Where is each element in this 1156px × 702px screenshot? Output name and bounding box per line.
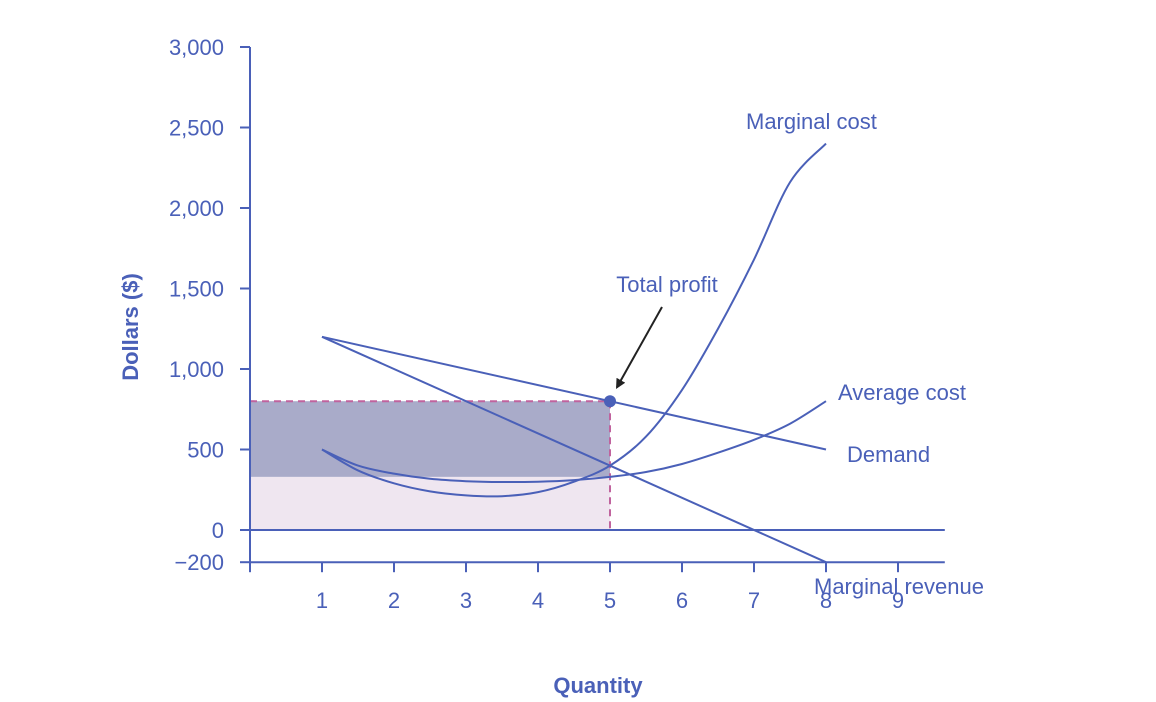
x-tick-label: 9	[892, 588, 904, 613]
x-axis-title: Quantity	[553, 673, 643, 698]
demand-label: Demand	[847, 442, 930, 467]
labels-layer: Quantity Dollars ($) Demand Marginal rev…	[118, 109, 984, 698]
marginal-cost-label: Marginal cost	[746, 109, 877, 134]
y-tick-label: 1,000	[169, 357, 224, 382]
average-cost-curve	[321, 400, 827, 484]
y-tick-label: 0	[212, 518, 224, 543]
x-tick-label: 6	[676, 588, 688, 613]
y-tick-label: 2,500	[169, 116, 224, 141]
average-cost-label: Average cost	[838, 380, 966, 405]
total-profit-label: Total profit	[616, 272, 718, 297]
profit-maximizing-point	[604, 395, 616, 408]
marginal-revenue-curve	[321, 335, 827, 564]
y-tick-label: 3,000	[169, 35, 224, 60]
y-tick-label: 2,000	[169, 196, 224, 221]
curves-layer	[321, 142, 827, 564]
y-tick-label: 500	[187, 438, 224, 463]
y-axis-title: Dollars ($)	[118, 273, 143, 381]
y-tick-label: −200	[174, 550, 224, 575]
total-cost-area	[250, 476, 610, 530]
x-tick-label: 1	[316, 588, 328, 613]
axes-layer: −200 0 500 1,000 1,500 2,000 2,500 3,000 1 2 3 4 5 6 7…	[169, 35, 945, 613]
areas-layer	[250, 400, 611, 530]
total-profit-arrow	[616, 306, 663, 389]
demand-curve	[321, 335, 827, 451]
total-profit-area	[250, 401, 610, 477]
x-tick-label: 8	[820, 588, 832, 613]
x-tick-label: 7	[748, 588, 760, 613]
x-tick-label: 5	[604, 588, 616, 613]
marginal-revenue-label: Marginal revenue	[814, 574, 984, 599]
x-tick-label: 2	[388, 588, 400, 613]
x-tick-label: 3	[460, 588, 472, 613]
x-tick-label: 4	[532, 588, 544, 613]
y-tick-label: 1,500	[169, 277, 224, 302]
